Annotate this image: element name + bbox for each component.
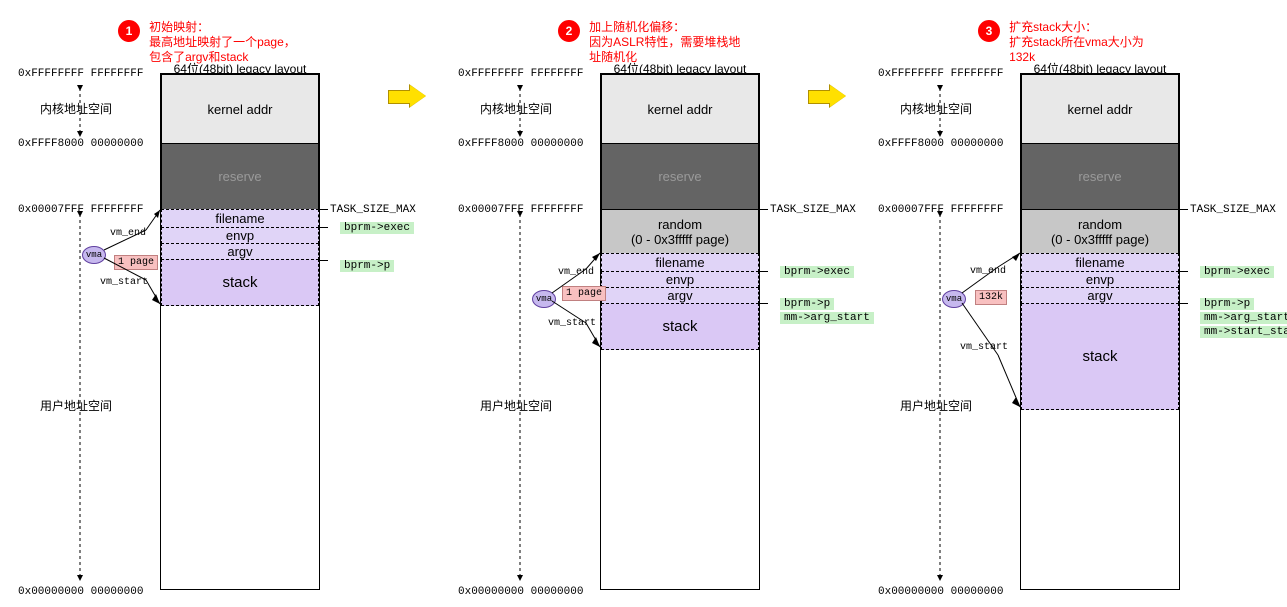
tick3a	[1180, 209, 1188, 210]
seg-envp-2: envp	[601, 271, 759, 288]
mem-col-3: kernel addr reserve random (0 - 0x3fffff…	[1020, 73, 1180, 590]
size-3: 132k	[975, 290, 1007, 305]
addr-umax-1: 0x00007FFF FFFFFFFF	[18, 204, 143, 216]
step-1-badge: 1	[118, 20, 140, 42]
seg-reserve-2: reserve	[601, 143, 759, 210]
step-2-head: 2 加上随机化偏移： 因为ASLR特性，需要堆栈地 址随机化	[558, 20, 740, 65]
mem-col-1: kernel addr reserve filename envp argv s…	[160, 73, 320, 590]
panel-1: 1 初始映射： 最高地址映射了一个page， 包含了argv和stack 64位…	[0, 0, 420, 607]
tick1c	[320, 260, 328, 261]
step-1-text: 初始映射： 最高地址映射了一个page， 包含了argv和stack	[149, 20, 296, 65]
vmend-2: vm_end	[558, 267, 594, 278]
addr-top-1: 0xFFFFFFFF FFFFFFFF	[18, 68, 143, 80]
vma-2: vma	[532, 290, 556, 308]
panel-3: 3 扩充stack大小： 扩充stack所在vma大小为 132k 64位(48…	[860, 0, 1287, 607]
addr-kend-3: 0xFFFF8000 00000000	[878, 138, 1003, 150]
vmstart-2: vm_start	[548, 318, 596, 329]
uspace-3: 用户地址空间	[900, 397, 972, 414]
addr-bot-3: 0x00000000 00000000	[878, 586, 1003, 598]
seg-reserve-1: reserve	[161, 143, 319, 210]
seg-stack-2: stack	[601, 303, 759, 350]
step-3-badge: 3	[978, 20, 1000, 42]
seg-kernel-1: kernel addr	[161, 74, 319, 144]
addr-umax-3: 0x00007FFF FFFFFFFF	[878, 204, 1003, 216]
addr-top-2: 0xFFFFFFFF FFFFFFFF	[458, 68, 583, 80]
addr-bot-2: 0x00000000 00000000	[458, 586, 583, 598]
seg-argv-3: argv	[1021, 287, 1179, 304]
bprm-p-3: bprm->p	[1200, 298, 1254, 310]
bprm-p-2: bprm->p	[780, 298, 834, 310]
seg-envp-1: envp	[161, 227, 319, 244]
kspace-2: 内核地址空间	[480, 100, 552, 117]
seg-envp-3: envp	[1021, 271, 1179, 288]
bprm-p-1: bprm->p	[340, 260, 394, 272]
uspace-2: 用户地址空间	[480, 397, 552, 414]
tick1b	[320, 227, 328, 228]
panel-2: 2 加上随机化偏移： 因为ASLR特性，需要堆栈地 址随机化 64位(48bit…	[440, 0, 860, 607]
seg-random-3: random (0 - 0x3fffff page)	[1021, 209, 1179, 254]
vmstart-1: vm_start	[100, 277, 148, 288]
addr-top-3: 0xFFFFFFFF FFFFFFFF	[878, 68, 1003, 80]
step-3-text: 扩充stack大小： 扩充stack所在vma大小为 132k	[1009, 20, 1144, 65]
vma-3: vma	[942, 290, 966, 308]
vmend-3: vm_end	[970, 266, 1006, 277]
kspace-1: 内核地址空间	[40, 100, 112, 117]
start-stack-3: mm->start_stack	[1200, 326, 1287, 338]
uarrow-3	[930, 78, 950, 586]
uarrow-2	[510, 78, 530, 586]
tick3c	[1180, 303, 1188, 304]
seg-argv-1: argv	[161, 243, 319, 260]
vmend-1: vm_end	[110, 228, 146, 239]
addr-kend-1: 0xFFFF8000 00000000	[18, 138, 143, 150]
seg-stack-3: stack	[1021, 303, 1179, 410]
task-size-2: TASK_SIZE_MAX	[770, 204, 856, 216]
seg-filename-3: filename	[1021, 253, 1179, 272]
addr-bot-1: 0x00000000 00000000	[18, 586, 143, 598]
step-2-badge: 2	[558, 20, 580, 42]
seg-argv-2: argv	[601, 287, 759, 304]
tick1a	[320, 209, 328, 210]
vmstart-3: vm_start	[960, 342, 1008, 353]
tick2a	[760, 209, 768, 210]
bprm-exec-1: bprm->exec	[340, 222, 414, 234]
tick3b	[1180, 271, 1188, 272]
vma-1: vma	[82, 246, 106, 264]
addr-umax-2: 0x00007FFF FFFFFFFF	[458, 204, 583, 216]
seg-filename-2: filename	[601, 253, 759, 272]
bprm-exec-3: bprm->exec	[1200, 266, 1274, 278]
seg-stack-1: stack	[161, 259, 319, 306]
seg-kernel-2: kernel addr	[601, 74, 759, 144]
mem-col-2: kernel addr reserve random (0 - 0x3fffff…	[600, 73, 760, 590]
step-1-head: 1 初始映射： 最高地址映射了一个page， 包含了argv和stack	[118, 20, 296, 65]
task-size-3: TASK_SIZE_MAX	[1190, 204, 1276, 216]
uspace-1: 用户地址空间	[40, 397, 112, 414]
one-page-1: 1 page	[114, 255, 158, 270]
tick2c	[760, 303, 768, 304]
tick2b	[760, 271, 768, 272]
seg-reserve-3: reserve	[1021, 143, 1179, 210]
one-page-2: 1 page	[562, 286, 606, 301]
task-size-1: TASK_SIZE_MAX	[330, 204, 416, 216]
arg-start-3: mm->arg_start	[1200, 312, 1287, 324]
uarrow-1	[70, 78, 90, 586]
step-3-head: 3 扩充stack大小： 扩充stack所在vma大小为 132k	[978, 20, 1144, 65]
step-2-text: 加上随机化偏移： 因为ASLR特性，需要堆栈地 址随机化	[589, 20, 740, 65]
seg-filename-1: filename	[161, 209, 319, 228]
seg-kernel-3: kernel addr	[1021, 74, 1179, 144]
bprm-exec-2: bprm->exec	[780, 266, 854, 278]
seg-random-2: random (0 - 0x3fffff page)	[601, 209, 759, 254]
addr-kend-2: 0xFFFF8000 00000000	[458, 138, 583, 150]
kspace-3: 内核地址空间	[900, 100, 972, 117]
